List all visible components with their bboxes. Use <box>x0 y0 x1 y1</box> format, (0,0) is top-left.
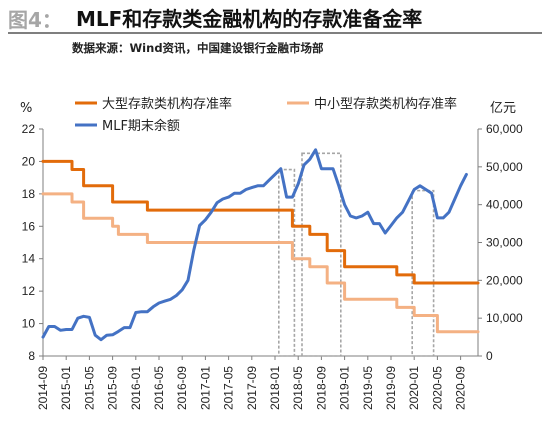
left-tick-label: 14 <box>22 252 36 266</box>
series-line-1 <box>41 159 480 285</box>
right-tick-label: 50,000 <box>486 160 523 174</box>
right-tick-label: 60,000 <box>486 122 523 136</box>
legend-label-2: 中小型存款类机构存准率 <box>314 96 457 112</box>
x-tick-label: 2018-05 <box>291 366 305 410</box>
left-tick-label: 22 <box>22 122 36 136</box>
x-tick-label: 2018-09 <box>314 366 328 410</box>
x-tick-label: 2017-09 <box>245 366 259 410</box>
right-tick-label: 0 <box>486 349 493 363</box>
series-line-3 <box>41 148 468 342</box>
x-tick-label: 2017-01 <box>198 366 212 410</box>
data-source: 数据来源：Wind资讯，中国建设银行金融市场部 <box>72 41 324 55</box>
left-tick-label: 8 <box>28 349 35 363</box>
right-axis-unit: 亿元 <box>490 101 516 116</box>
figure-label: 图4： <box>8 8 62 32</box>
highlight-dashed-box <box>301 152 342 357</box>
left-tick-label: 18 <box>22 187 36 201</box>
highlight-dashed-box <box>411 189 435 357</box>
x-tick-label: 2016-01 <box>129 366 143 410</box>
left-tick-label: 16 <box>22 219 36 233</box>
x-tick-label: 2020-09 <box>454 366 468 410</box>
x-tick-label: 2019-05 <box>361 366 375 410</box>
title-divider <box>8 32 542 34</box>
right-tick-label: 10,000 <box>486 311 523 325</box>
chart-title: MLF和存款类金融机构的存款准备金率 <box>76 7 423 31</box>
legend-label-1: 大型存款类机构存准率 <box>102 96 232 112</box>
x-tick-label: 2018-01 <box>268 366 282 410</box>
x-tick-label: 2015-05 <box>82 366 96 410</box>
x-tick-label: 2019-01 <box>338 366 352 410</box>
left-axis-unit: % <box>20 101 32 116</box>
legend-label-3: MLF期末余额 <box>102 118 180 134</box>
right-tick-label: 30,000 <box>486 236 523 250</box>
x-tick-label: 2020-05 <box>430 366 444 410</box>
x-tick-label: 2014-09 <box>36 366 50 410</box>
right-tick-label: 40,000 <box>486 198 523 212</box>
series-line-2 <box>41 192 480 334</box>
left-tick-label: 10 <box>22 317 36 331</box>
left-tick-label: 20 <box>22 154 36 168</box>
x-tick-label: 2017-05 <box>222 366 236 410</box>
highlight-dashed-box <box>277 168 296 357</box>
x-tick-label: 2020-01 <box>407 366 421 410</box>
x-tick-label: 2016-05 <box>152 366 166 410</box>
x-tick-label: 2016-09 <box>175 366 189 410</box>
right-tick-label: 20,000 <box>486 273 523 287</box>
x-tick-label: 2019-09 <box>384 366 398 410</box>
x-tick-label: 2015-09 <box>106 366 120 410</box>
x-tick-label: 2015-01 <box>59 366 73 410</box>
left-tick-label: 12 <box>22 284 36 298</box>
